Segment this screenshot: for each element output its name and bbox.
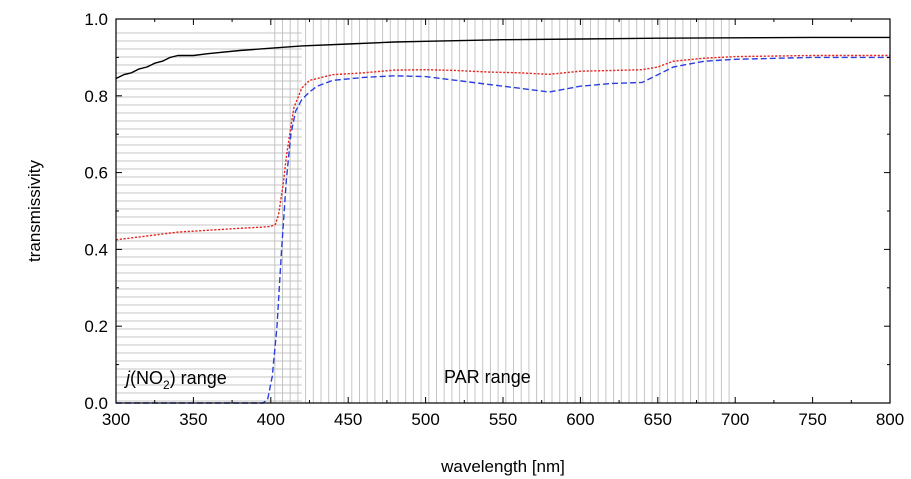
x-axis-label: wavelength [nm] [440, 457, 565, 476]
x-tick-label: 350 [179, 410, 207, 429]
shaded-range-bands [116, 19, 730, 403]
par-range-annotation: PAR range [444, 367, 531, 387]
x-tick-label: 450 [334, 410, 362, 429]
y-tick-label: 1.0 [84, 10, 108, 29]
x-tick-label: 600 [566, 410, 594, 429]
jno2-prefix: j [123, 368, 131, 388]
jno2-close: ) range [170, 368, 227, 388]
x-tick-label: 300 [102, 410, 130, 429]
jno2-open: (NO [130, 368, 163, 388]
x-tick-label: 700 [721, 410, 749, 429]
axis-ticks [115, 18, 891, 404]
x-tick-label: 400 [257, 410, 285, 429]
y-tick-label: 0.4 [84, 240, 108, 259]
x-tick-label: 750 [798, 410, 826, 429]
jno2-range-annotation: j(NO2) range [123, 368, 227, 392]
x-tick-labels: 300 350 400 450 500 550 600 650 700 750 800 [102, 410, 904, 429]
y-axis-label: transmissivity [25, 159, 44, 262]
x-tick-label: 500 [411, 410, 439, 429]
y-tick-label: 0.8 [84, 87, 108, 106]
x-tick-label: 800 [876, 410, 904, 429]
x-tick-label: 650 [644, 410, 672, 429]
jno2-subscript: 2 [163, 378, 170, 392]
series-line-dotted [115, 54, 890, 241]
series-lines [115, 36, 890, 404]
y-tick-label: 0.6 [84, 164, 108, 183]
x-tick-label: 550 [489, 410, 517, 429]
y-tick-labels: 0.0 0.2 0.4 0.6 0.8 1.0 [84, 10, 108, 413]
series-line-dashed [116, 56, 890, 404]
y-tick-label: 0.0 [84, 394, 108, 413]
y-tick-label: 0.2 [84, 317, 108, 336]
series-line-solid [115, 36, 890, 80]
